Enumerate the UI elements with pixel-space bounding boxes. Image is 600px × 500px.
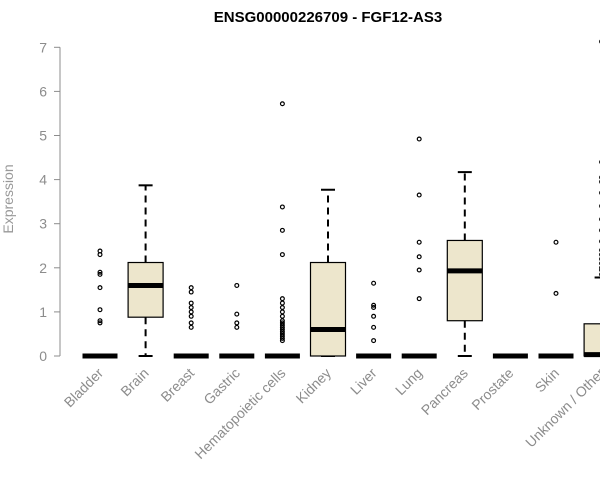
box-pancreas bbox=[446, 171, 483, 357]
x-tick-label: Skin bbox=[532, 365, 563, 396]
outlier-point bbox=[371, 302, 377, 308]
x-tick-label: Pancreas bbox=[418, 365, 471, 418]
outlier-point bbox=[234, 324, 240, 330]
box-lung bbox=[401, 136, 437, 359]
box-bladder bbox=[82, 248, 118, 359]
x-tick-label: Gastric bbox=[200, 365, 243, 408]
outlier-point bbox=[279, 335, 285, 341]
box-iqr bbox=[583, 323, 600, 357]
y-tick-label: 4 bbox=[39, 172, 47, 188]
y-tick-label: 7 bbox=[39, 39, 47, 55]
outlier-point bbox=[416, 267, 422, 273]
outlier-point bbox=[188, 320, 194, 326]
box-hematopoietic-cells bbox=[264, 101, 300, 359]
outlier-point bbox=[188, 285, 194, 291]
outlier-point bbox=[234, 282, 240, 288]
outlier-point bbox=[188, 304, 194, 310]
outlier-point bbox=[188, 309, 194, 315]
y-tick-label: 2 bbox=[39, 260, 47, 276]
outlier-point bbox=[416, 192, 422, 198]
outlier-point bbox=[97, 318, 103, 324]
y-tick-label: 3 bbox=[39, 216, 47, 232]
outlier-point bbox=[234, 311, 240, 317]
y-tick-label: 1 bbox=[39, 304, 47, 320]
box-liver bbox=[356, 280, 392, 359]
outlier-point bbox=[97, 271, 103, 277]
y-tick-label: 6 bbox=[39, 83, 47, 99]
outlier-point bbox=[279, 333, 285, 339]
outlier-point bbox=[188, 313, 194, 319]
outlier-point bbox=[416, 136, 422, 142]
outlier-point bbox=[188, 289, 194, 295]
outlier-point bbox=[234, 320, 240, 326]
outlier-point bbox=[416, 296, 422, 302]
outlier-point bbox=[371, 280, 377, 286]
x-tick-label: Breast bbox=[157, 365, 197, 405]
y-axis-label: Expression bbox=[0, 164, 16, 233]
outlier-point bbox=[97, 269, 103, 275]
y-tick-label: 0 bbox=[39, 348, 47, 364]
x-tick-label: Bladder bbox=[61, 365, 107, 411]
x-tick-label: Prostate bbox=[468, 365, 516, 413]
box-gastric bbox=[219, 282, 255, 359]
outlier-point bbox=[97, 248, 103, 254]
x-tick-label: Hematopoietic cells bbox=[191, 365, 288, 462]
box-brain bbox=[127, 184, 164, 357]
outlier-point bbox=[279, 329, 285, 335]
box-unknown-other bbox=[583, 39, 600, 358]
outlier-point bbox=[279, 331, 285, 337]
outlier-point bbox=[279, 322, 285, 328]
outlier-point bbox=[279, 252, 285, 258]
outlier-point bbox=[279, 318, 285, 324]
box-breast bbox=[173, 285, 209, 359]
outlier-point bbox=[97, 285, 103, 291]
outlier-point bbox=[97, 307, 103, 313]
outlier-point bbox=[279, 304, 285, 310]
outlier-point bbox=[416, 239, 422, 245]
outlier-point bbox=[97, 320, 103, 326]
box-kidney bbox=[309, 188, 347, 357]
y-axis: 0 1 2 3 4 5 6 7 bbox=[39, 39, 61, 364]
outlier-point bbox=[553, 290, 559, 296]
outlier-point bbox=[279, 204, 285, 210]
outlier-point bbox=[279, 324, 285, 330]
outlier-point bbox=[371, 313, 377, 319]
outlier-point bbox=[279, 227, 285, 233]
outlier-point bbox=[371, 304, 377, 310]
outlier-point bbox=[279, 300, 285, 306]
outlier-point bbox=[279, 101, 285, 107]
chart-title: ENSG00000226709 - FGF12-AS3 bbox=[214, 9, 442, 26]
outlier-point bbox=[416, 254, 422, 260]
box-skin bbox=[538, 239, 574, 359]
outlier-point bbox=[279, 320, 285, 326]
outlier-point bbox=[279, 296, 285, 302]
x-tick-label: Lung bbox=[392, 365, 425, 398]
y-tick-label: 5 bbox=[39, 128, 47, 144]
outlier-point bbox=[188, 324, 194, 330]
outlier-point bbox=[371, 338, 377, 344]
x-tick-label: Unknown / Other bbox=[522, 365, 600, 451]
box-iqr bbox=[446, 239, 483, 322]
x-tick-label: Liver bbox=[347, 365, 380, 398]
outlier-point bbox=[279, 313, 285, 319]
box-iqr bbox=[127, 261, 164, 318]
outlier-point bbox=[279, 338, 285, 344]
outlier-point bbox=[279, 309, 285, 315]
box-iqr bbox=[309, 261, 347, 357]
outlier-point bbox=[371, 324, 377, 330]
box-series bbox=[82, 39, 600, 359]
outlier-point bbox=[279, 327, 285, 333]
outlier-point bbox=[553, 239, 559, 245]
outlier-point bbox=[188, 300, 194, 306]
x-tick-label: Kidney bbox=[293, 365, 335, 407]
x-tick-label: Brain bbox=[117, 365, 151, 399]
